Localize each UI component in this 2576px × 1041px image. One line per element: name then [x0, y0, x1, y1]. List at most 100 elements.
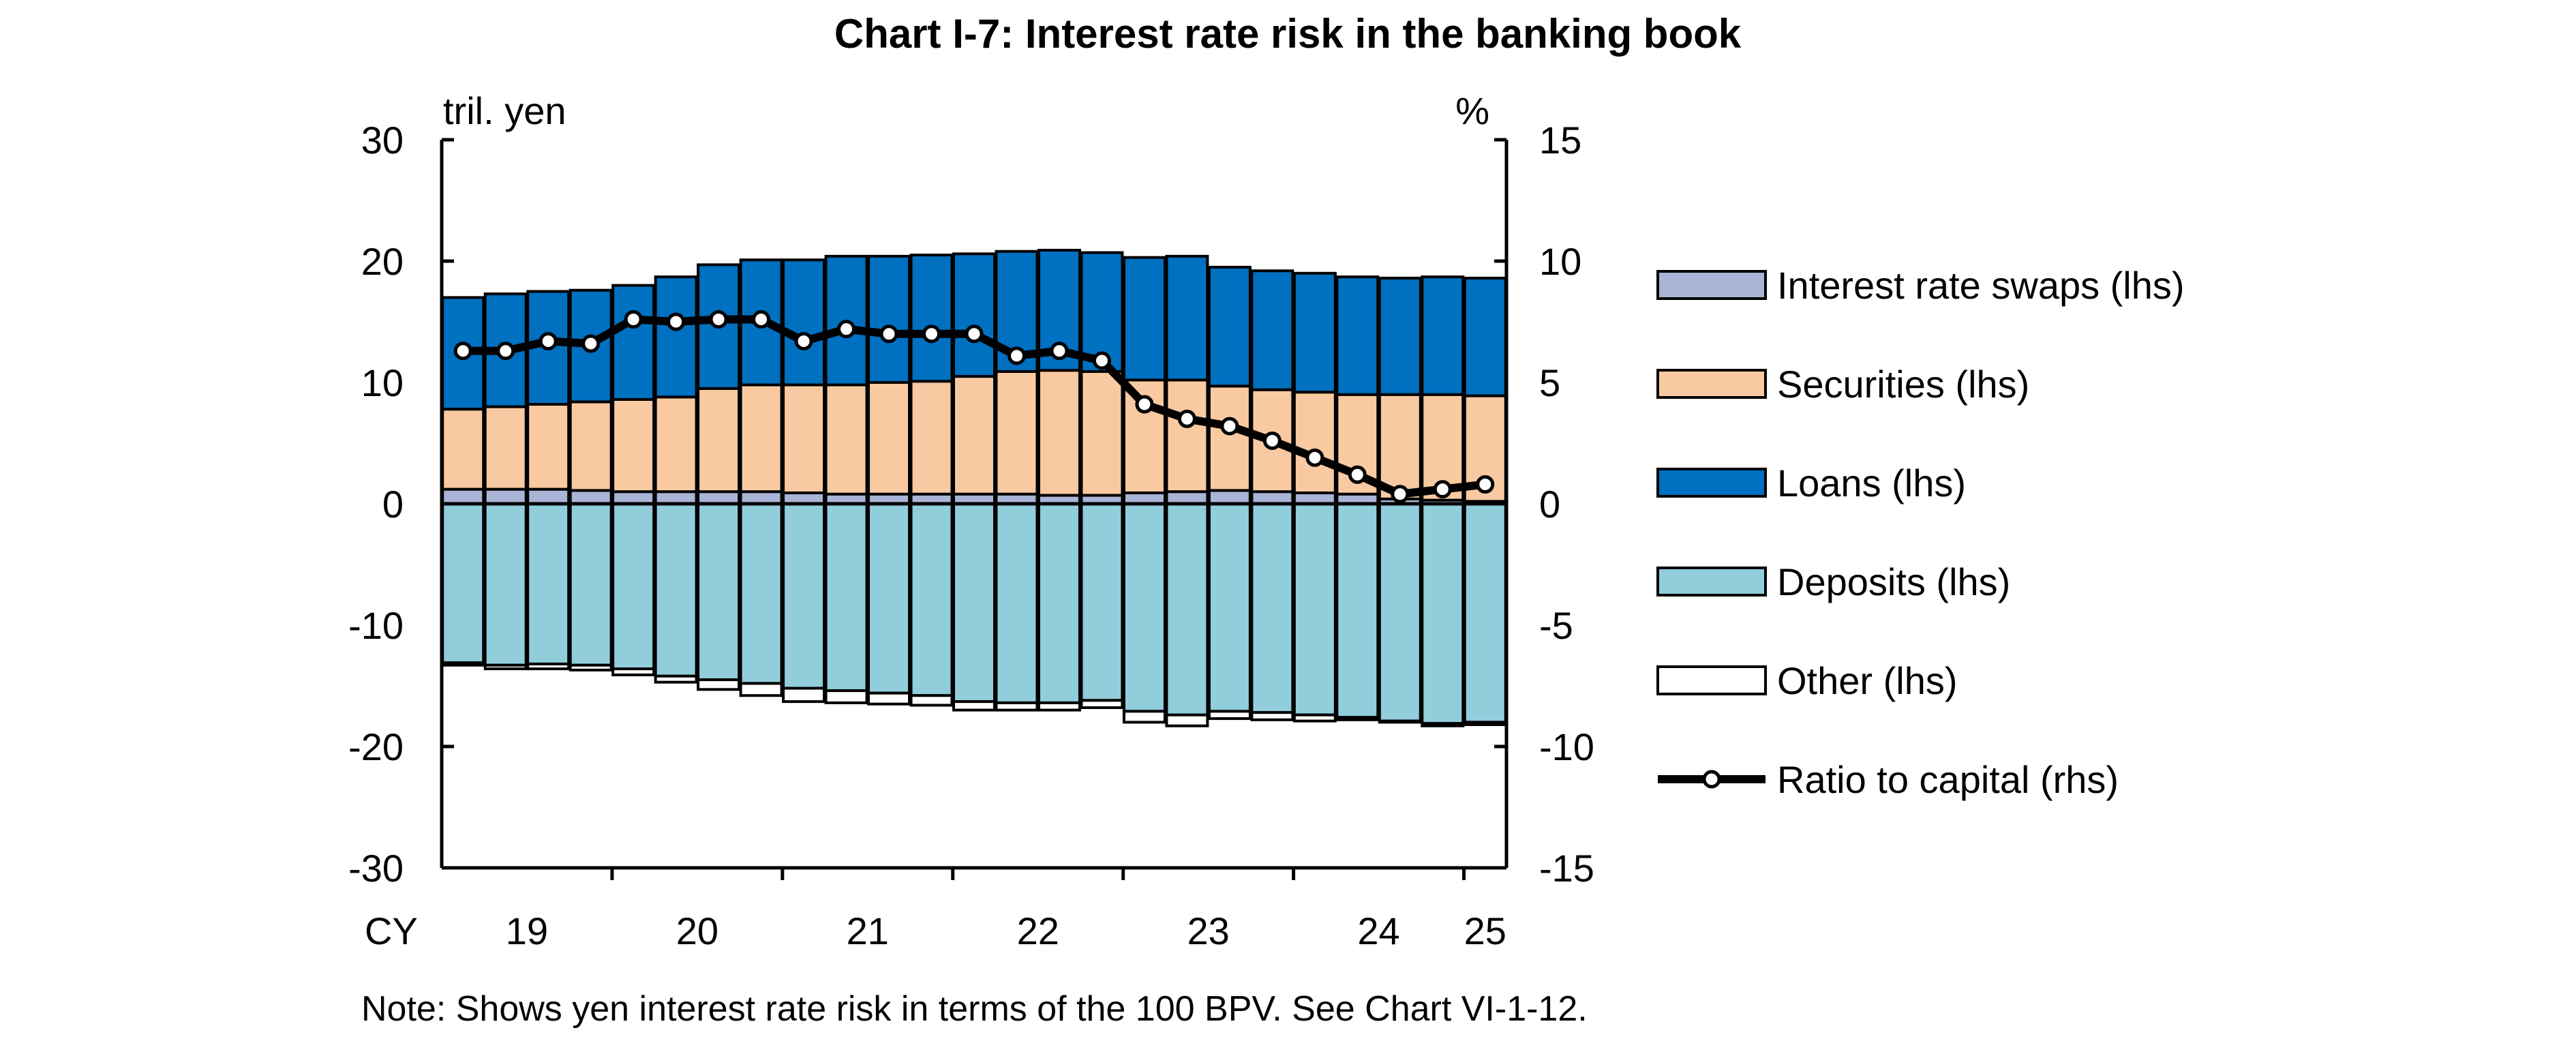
- bar-loans: [1292, 271, 1337, 394]
- bar-deposits: [1292, 502, 1337, 716]
- bar-other: [1165, 713, 1209, 727]
- bar-securities: [483, 405, 528, 491]
- bar-deposits: [909, 502, 954, 697]
- legend-swatch-loans: [1656, 468, 1767, 498]
- bar-deposits: [952, 502, 996, 704]
- bar-loans: [1122, 256, 1166, 382]
- bar-other: [569, 663, 613, 672]
- bar-deposits: [1463, 502, 1507, 724]
- ratio-to-capital-point: [922, 325, 941, 344]
- left-tick-label: -10: [348, 604, 404, 647]
- bar-securities: [1250, 388, 1294, 494]
- ratio-to-capital-point: [496, 342, 515, 361]
- legend-label-deposits: Deposits (lhs): [1777, 560, 2010, 603]
- bar-deposits: [483, 502, 528, 667]
- left-axis-ticks: 30 20 10 0 -10 -20 -30: [348, 119, 454, 890]
- legend-label-interest-rate-swaps: Interest rate swaps (lhs): [1777, 264, 2185, 307]
- right-tick-label: -15: [1539, 847, 1594, 890]
- bar-other: [909, 694, 954, 707]
- x-axis-ticks: [610, 868, 1466, 880]
- bar-deposits: [1378, 502, 1422, 723]
- right-tick-label: 15: [1539, 119, 1581, 162]
- bar-loans: [1335, 275, 1380, 396]
- bar-other: [1080, 699, 1124, 710]
- bar-deposits: [739, 502, 783, 685]
- bar-deposits: [1250, 502, 1294, 714]
- bar-other: [1378, 719, 1422, 724]
- x-tick-label: 20: [676, 909, 718, 952]
- ratio-to-capital-point: [965, 325, 984, 344]
- ratio-to-capital-point: [1262, 431, 1282, 450]
- ratio-line-group: [453, 310, 1495, 504]
- ratio-to-capital-point: [1177, 409, 1196, 428]
- right-tick-label: -5: [1539, 604, 1573, 647]
- bar-interest-rate-swaps: [441, 487, 485, 506]
- left-tick-label: 20: [361, 240, 404, 283]
- right-tick-label: 5: [1539, 361, 1560, 404]
- legend-label-other: Other (lhs): [1777, 659, 1958, 702]
- bar-interest-rate-swaps: [1165, 490, 1209, 506]
- bar-loans: [867, 254, 911, 384]
- bar-deposits: [441, 502, 485, 665]
- bar-interest-rate-swaps: [1250, 490, 1294, 506]
- bar-deposits: [995, 502, 1039, 704]
- bar-other: [782, 687, 826, 704]
- legend-label-securities: Securities (lhs): [1777, 363, 2029, 406]
- left-tick-label: 0: [382, 483, 404, 526]
- x-tick-label: 21: [847, 909, 889, 952]
- bar-securities: [952, 375, 996, 496]
- bar-other: [697, 678, 741, 691]
- bar-interest-rate-swaps: [611, 490, 656, 506]
- bar-other: [611, 667, 656, 676]
- bar-securities: [1037, 369, 1081, 497]
- bar-deposits: [526, 502, 571, 665]
- x-tick-label: 24: [1357, 909, 1399, 952]
- chart-title: Chart I-7: Interest rate risk in the ban…: [834, 11, 1742, 57]
- bar-other: [526, 662, 571, 671]
- bar-securities: [569, 400, 613, 492]
- bar-deposits: [1122, 502, 1166, 713]
- left-axis-unit: tril. yen: [443, 89, 566, 132]
- bar-interest-rate-swaps: [526, 487, 571, 506]
- bar-deposits: [1037, 502, 1081, 704]
- bar-deposits: [1421, 502, 1465, 725]
- bar-other: [1207, 710, 1252, 721]
- ratio-to-capital-point: [1050, 342, 1069, 361]
- ratio-to-capital-point: [1007, 346, 1026, 365]
- legend-swatch-interest-rate-swaps: [1656, 270, 1767, 300]
- ratio-to-capital-point: [453, 342, 472, 361]
- bar-deposits: [611, 502, 656, 671]
- bar-loans: [1207, 265, 1252, 388]
- right-tick-label: 0: [1539, 483, 1560, 526]
- ratio-to-capital-point: [794, 331, 813, 350]
- bar-other: [1335, 716, 1380, 721]
- ratio-to-capital-point: [837, 320, 856, 339]
- bar-securities: [441, 408, 485, 491]
- bar-loans: [611, 284, 656, 401]
- legend: Interest rate swaps (lhs) Securities (lhs…: [1656, 264, 2185, 801]
- bar-securities: [739, 383, 783, 494]
- ratio-to-capital-point: [624, 310, 643, 329]
- x-tick-label: 25: [1464, 909, 1506, 952]
- bar-other: [995, 701, 1039, 712]
- ratio-to-capital-point: [879, 325, 898, 344]
- left-tick-label: -30: [348, 847, 404, 890]
- ratio-to-capital-point: [581, 334, 601, 353]
- bar-other: [441, 661, 485, 667]
- bar-loans: [1378, 276, 1422, 396]
- ratio-to-capital-point: [539, 331, 558, 350]
- bar-other: [1122, 710, 1166, 724]
- bar-series-group: [441, 248, 1507, 727]
- right-tick-label: 10: [1539, 240, 1581, 283]
- bar-securities: [697, 387, 741, 494]
- bar-other: [483, 663, 528, 671]
- bar-loans: [1165, 254, 1209, 382]
- ratio-to-capital-point: [709, 310, 728, 329]
- bar-other: [952, 700, 996, 712]
- x-axis-prefix: CY: [365, 909, 418, 952]
- ratio-to-capital-point: [1092, 351, 1111, 370]
- chart-note: Note: Shows yen interest rate risk in te…: [361, 989, 1588, 1029]
- bar-interest-rate-swaps: [1207, 489, 1252, 505]
- bar-loans: [952, 252, 996, 378]
- bar-deposits: [1080, 502, 1124, 702]
